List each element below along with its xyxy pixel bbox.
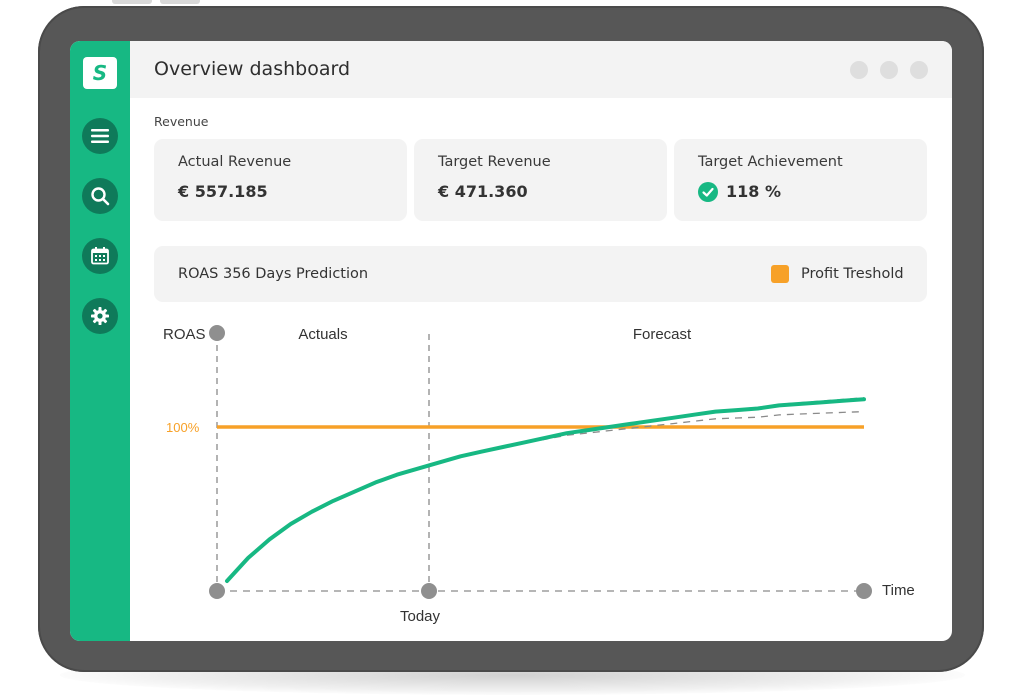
window-control-dot[interactable] [880, 61, 898, 79]
revenue-section-label: Revenue [154, 114, 209, 129]
card-value: 118 % [726, 182, 781, 201]
sidebar-item-settings[interactable] [82, 298, 118, 334]
origin-dot [209, 583, 225, 599]
window-control-dot[interactable] [850, 61, 868, 79]
target-achievement-card: Target Achievement 118 % [674, 139, 927, 221]
roas-chart: 100% ROAS Actuals Forecast Today Time [163, 325, 915, 625]
sidebar-item-search[interactable] [82, 178, 118, 214]
target-revenue-card: Target Revenue € 471.360 [414, 139, 667, 221]
device-volume-button [112, 0, 152, 4]
threshold-label: 100% [166, 420, 200, 435]
sidebar-item-calendar[interactable] [82, 238, 118, 274]
card-value: € 471.360 [438, 182, 528, 201]
device-power-button [160, 0, 200, 4]
dashboard-screen: S [70, 41, 952, 641]
card-value: € 557.185 [178, 182, 268, 201]
title-bar: Overview dashboard [130, 41, 952, 98]
window-control-dot[interactable] [910, 61, 928, 79]
search-icon [91, 187, 110, 206]
check-circle-icon [698, 182, 718, 202]
card-label: Actual Revenue [178, 154, 292, 170]
hamburger-icon [91, 129, 109, 143]
card-label: Target Achievement [698, 154, 843, 170]
actuals-region-label: Actuals [298, 326, 347, 343]
roas-panel-title: ROAS 356 Days Prediction [178, 266, 369, 282]
sidebar: S [70, 41, 130, 641]
y-axis-label: ROAS [163, 326, 206, 343]
gear-icon [91, 307, 109, 325]
logo-letter: S [92, 61, 108, 85]
forecast-lower-bound [502, 410, 865, 448]
actual-revenue-card: Actual Revenue € 557.185 [154, 139, 407, 221]
x-axis-end-dot [856, 583, 872, 599]
today-label: Today [400, 608, 441, 625]
y-axis-end-dot [209, 325, 225, 341]
legend-swatch [771, 265, 789, 283]
roas-series-line [225, 397, 866, 583]
page-title: Overview dashboard [154, 58, 351, 80]
roas-prediction-panel: ROAS 356 Days Prediction Profit Treshold [154, 246, 927, 302]
legend-label: Profit Treshold [801, 266, 904, 282]
sidebar-item-menu[interactable] [82, 118, 118, 154]
today-dot [421, 583, 437, 599]
forecast-region-label: Forecast [633, 326, 692, 343]
card-label: Target Revenue [438, 154, 551, 170]
x-axis-label: Time [882, 582, 915, 599]
app-logo[interactable]: S [83, 57, 117, 89]
calendar-icon [91, 247, 109, 265]
